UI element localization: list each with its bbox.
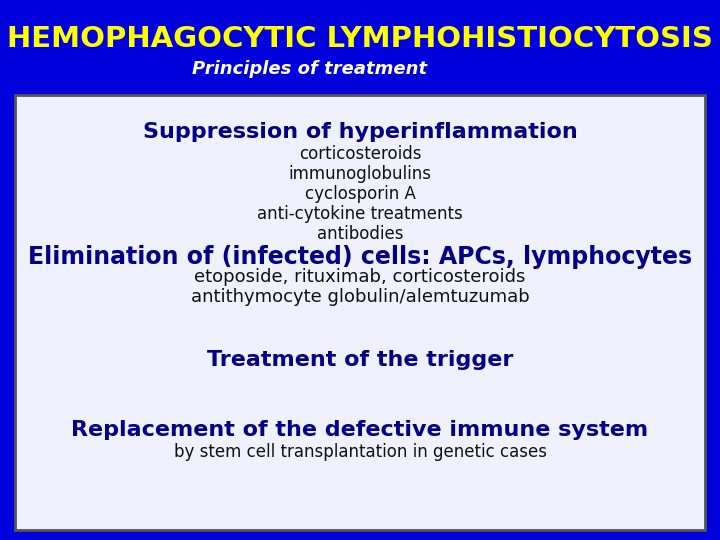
Text: immunoglobulins: immunoglobulins: [289, 165, 431, 183]
Text: Treatment of the trigger: Treatment of the trigger: [207, 350, 513, 370]
Text: corticosteroids: corticosteroids: [299, 145, 421, 163]
Text: antithymocyte globulin/alemtuzumab: antithymocyte globulin/alemtuzumab: [191, 288, 529, 306]
Text: etoposide, rituximab, corticosteroids: etoposide, rituximab, corticosteroids: [194, 268, 526, 286]
FancyBboxPatch shape: [15, 95, 705, 530]
Text: Principles of treatment: Principles of treatment: [192, 60, 428, 78]
Text: anti-cytokine treatments: anti-cytokine treatments: [257, 205, 463, 223]
Text: antibodies: antibodies: [317, 225, 403, 243]
Text: Elimination of (infected) cells: APCs, lymphocytes: Elimination of (infected) cells: APCs, l…: [28, 245, 692, 269]
Text: Replacement of the defective immune system: Replacement of the defective immune syst…: [71, 420, 649, 440]
Text: cyclosporin A: cyclosporin A: [305, 185, 415, 203]
Text: HEMOPHAGOCYTIC LYMPHOHISTIOCYTOSIS: HEMOPHAGOCYTIC LYMPHOHISTIOCYTOSIS: [7, 25, 713, 53]
Text: Suppression of hyperinflammation: Suppression of hyperinflammation: [143, 122, 577, 142]
Text: by stem cell transplantation in genetic cases: by stem cell transplantation in genetic …: [174, 443, 546, 461]
